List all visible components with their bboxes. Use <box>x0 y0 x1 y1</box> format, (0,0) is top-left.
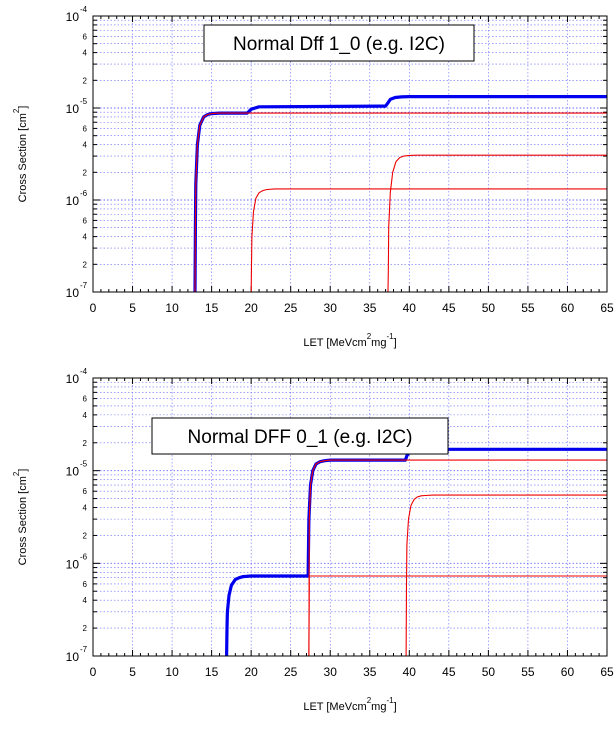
y-axis-label-part: Cross Section [cm <box>17 476 29 565</box>
y-major-label: 10 <box>66 194 80 208</box>
y-major-label: 10 <box>66 557 80 571</box>
red-series-line <box>250 188 607 293</box>
y-axis-label-part: ] <box>17 469 29 472</box>
y-minor-label: 2 <box>83 76 88 85</box>
y-major-exponent: -7 <box>80 645 88 654</box>
y-major-exponent: -5 <box>80 97 88 106</box>
red-series-line <box>387 154 607 293</box>
x-tick-label: 45 <box>442 301 456 315</box>
y-minor-label: 6 <box>83 580 88 589</box>
chart-title-box <box>151 417 449 455</box>
x-tick-label: 10 <box>165 301 179 315</box>
x-tick-label: 55 <box>521 665 535 679</box>
y-major-label: 10 <box>66 286 80 300</box>
x-axis-label-part: LET [MeVcm <box>303 337 366 349</box>
y-major-exponent: -6 <box>80 189 88 198</box>
x-axis-label: LET [MeVcm2mg-1] <box>303 696 396 713</box>
x-tick-label: 40 <box>403 301 417 315</box>
y-major-exponent: -5 <box>80 460 88 469</box>
plot-frame <box>92 377 608 657</box>
y-minor-label: 6 <box>83 395 88 404</box>
y-minor-label: 4 <box>83 49 88 58</box>
y-minor-label: 6 <box>83 216 88 225</box>
y-minor-label: 2 <box>83 168 88 177</box>
plot-frame <box>92 15 608 293</box>
x-tick-label: 10 <box>165 665 179 679</box>
x-axis-label-part: 2 <box>367 696 372 705</box>
x-axis-label-part: -1 <box>386 332 394 341</box>
y-major-label: 10 <box>66 465 80 479</box>
y-major-label: 10 <box>66 372 80 386</box>
x-axis-label-part: -1 <box>386 696 394 705</box>
x-axis-label: LET [MeVcm2mg-1] <box>303 332 396 349</box>
x-tick-label: 35 <box>363 301 377 315</box>
x-axis-label-part: mg <box>371 337 386 349</box>
x-tick-label: 50 <box>482 665 496 679</box>
x-tick-label: 30 <box>324 301 338 315</box>
chart-title: Normal DFF 0_1 (e.g. I2C) <box>188 427 413 448</box>
y-minor-label: 4 <box>83 411 88 420</box>
chart-1: 0 5 10 15 20 25 30 35 40 45 50 55 60 6510-410-510-610… <box>12 5 614 349</box>
y-major-exponent: -7 <box>80 281 88 290</box>
plot-area <box>93 16 607 292</box>
y-minor-label: 4 <box>83 141 88 150</box>
y-major-exponent: -4 <box>80 367 88 376</box>
red-series-line <box>405 494 607 657</box>
y-minor-label: 2 <box>83 531 88 540</box>
x-tick-label: 5 <box>129 665 136 679</box>
y-axis-label: Cross Section [cm2] <box>12 106 29 203</box>
y-major-exponent: -4 <box>80 5 88 14</box>
x-tick-label: 5 <box>129 301 136 315</box>
x-tick-label: 55 <box>521 301 535 315</box>
chart-title: Normal Dff 1_0 (e.g. I2C) <box>233 34 445 55</box>
y-minor-label: 4 <box>83 233 88 242</box>
x-tick-label: 20 <box>244 665 258 679</box>
x-tick-label: 35 <box>363 665 377 679</box>
y-major-label: 10 <box>66 650 80 664</box>
x-tick-label: 0 <box>90 301 97 315</box>
y-major-label: 10 <box>66 102 80 116</box>
y-major-exponent: -6 <box>80 552 88 561</box>
x-tick-label: 65 <box>600 301 614 315</box>
x-tick-label: 60 <box>561 665 575 679</box>
x-tick-label: 65 <box>600 665 614 679</box>
y-minor-label: 4 <box>83 504 88 513</box>
y-minor-label: 4 <box>83 596 88 605</box>
y-minor-label: 6 <box>83 32 88 41</box>
x-tick-label: 60 <box>561 301 575 315</box>
y-minor-label: 2 <box>83 439 88 448</box>
x-tick-label: 25 <box>284 665 298 679</box>
x-tick-label: 20 <box>244 301 258 315</box>
y-minor-label: 6 <box>83 124 88 133</box>
y-axis-label: Cross Section [cm2] <box>12 469 29 566</box>
x-axis-label-part: 2 <box>367 332 372 341</box>
y-axis-label-part: ] <box>17 106 29 109</box>
chart-title-box <box>203 24 475 62</box>
x-axis-label-part: LET [MeVcm <box>303 701 366 713</box>
red-series-line <box>194 112 607 293</box>
x-tick-label: 0 <box>90 665 97 679</box>
x-tick-label: 25 <box>284 301 298 315</box>
y-axis-label-part: 2 <box>12 108 21 113</box>
x-axis-label-part: ] <box>394 701 397 713</box>
x-tick-label: 15 <box>205 301 219 315</box>
chart-2: 0 5 10 15 20 25 30 35 40 45 50 55 60 6510-410-510-610… <box>12 367 614 713</box>
red-series-line <box>308 575 607 657</box>
y-minor-label: 2 <box>83 260 88 269</box>
x-tick-label: 40 <box>403 665 417 679</box>
red-series-line <box>308 459 607 657</box>
x-tick-label: 50 <box>482 301 496 315</box>
y-axis-label-part: 2 <box>12 471 21 476</box>
y-axis-label-part: Cross Section [cm <box>17 113 29 202</box>
x-axis-label-part: mg <box>371 701 386 713</box>
x-tick-label: 15 <box>205 665 219 679</box>
x-tick-label: 45 <box>442 665 456 679</box>
y-minor-label: 6 <box>83 487 88 496</box>
x-tick-label: 30 <box>324 665 338 679</box>
x-axis-label-part: ] <box>394 337 397 349</box>
y-minor-label: 2 <box>83 624 88 633</box>
y-major-label: 10 <box>66 10 80 24</box>
